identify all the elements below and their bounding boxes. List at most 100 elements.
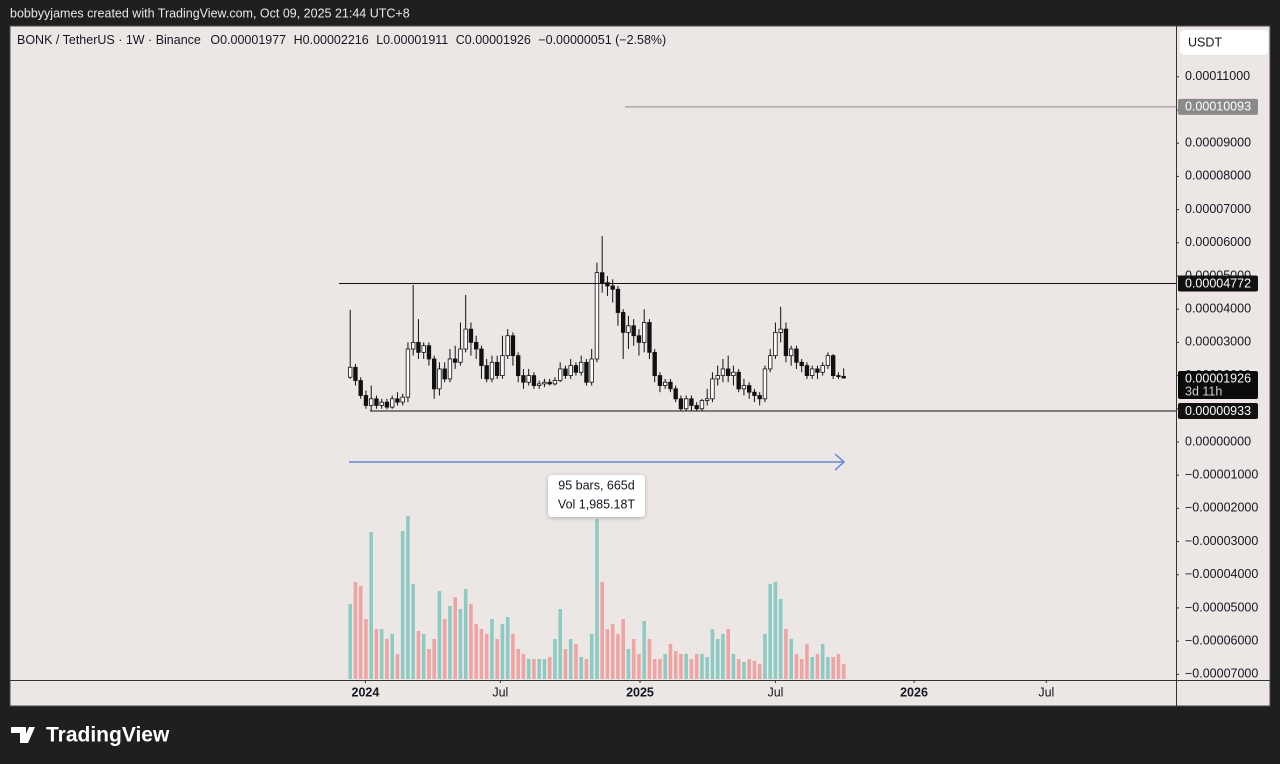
volume-bar [558,609,562,679]
volume-bar [673,651,678,679]
volume-bar [490,619,494,679]
volume-bar [616,633,620,679]
volume-bar [768,583,772,679]
candle-body [384,401,390,408]
candle-body [783,328,789,357]
volume-bar [416,631,421,679]
candle-body [353,366,358,381]
candle-body [705,398,710,401]
volume-bar [584,659,589,679]
candle-body [741,385,747,390]
candle-body [825,355,831,367]
volume-bar [652,659,657,679]
volume-bar [463,589,468,679]
candle-body [390,398,395,408]
volume-bar [805,643,809,679]
candle-body [673,388,678,400]
candle-body [521,375,526,383]
measure-tool: 95 bars, 665d Vol 1,985.18T [349,453,846,517]
candle-body [542,381,547,385]
credit: bobbyyjames created with TradingView.com… [10,6,410,20]
candle-body [778,328,783,333]
candle-body [495,361,500,376]
last-price-bg [1178,371,1258,400]
candle-body [809,368,815,376]
volume-bar [789,639,793,679]
currency-button[interactable]: USDT [1180,30,1268,55]
volume-bar [358,585,363,679]
candle-body [631,325,636,337]
volume-bar [553,639,557,679]
candle-body [426,345,432,360]
candle-body [563,368,568,376]
ohlc-value: 0.00001977 [220,33,286,47]
candle-body [447,358,453,380]
candle-body [746,385,752,393]
chart-panel [9,25,1271,707]
candle-body [615,288,621,313]
candle-body [699,400,705,410]
y-tick-label: −0.00005000 [1185,600,1258,614]
candle-body [489,361,495,380]
candle-body [468,328,474,343]
ohlc-label: H [294,33,303,47]
candle-body [552,380,558,385]
volume-bar [736,659,741,679]
currency-button-bg[interactable] [1180,30,1268,55]
volume-bar [563,649,568,679]
ohlc-label: C [456,33,465,47]
y-tick-label: 0.00003000 [1185,335,1251,349]
volume-bar [778,599,783,679]
volume-bar [810,657,814,679]
candle-body [374,398,379,406]
candle-body [636,335,642,343]
volume-bar [521,653,526,679]
candle-body [411,341,416,350]
x-tick-label: 2024 [352,685,380,699]
candle-body [589,358,594,383]
volume-bar [348,603,352,679]
volume-bar [516,649,520,679]
y-tick-label: 0.00000000 [1185,434,1251,448]
volume-bar [526,659,531,679]
candle-body [432,358,437,390]
level-label-bg [1178,98,1258,115]
y-tick-label: −0.00004000 [1185,567,1258,581]
candle-body [463,328,468,350]
symbol: BONK / TetherUS · 1W · Binance [17,33,201,47]
volume-bar [747,659,751,679]
y-tick-label: −0.00003000 [1185,534,1258,548]
volume-bar [374,629,379,679]
volume-bar [600,581,604,679]
volume-bar [589,633,594,679]
volume-bar [484,633,489,679]
measure-tooltip [548,475,645,517]
brand-name: TradingView [46,724,170,747]
candle-body [379,401,384,406]
symbol-legend: BONK / TetherUS · 1W · Binance O0.000019… [17,33,666,47]
volume-bar [784,629,788,679]
ohlc-label: L [376,33,383,47]
volume-bar [411,583,415,679]
plot-area [339,106,1176,679]
volume-bar [658,659,662,679]
volume-bar [647,639,652,679]
volume-bar [705,657,709,679]
bar-countdown: 3d 11h [1185,384,1222,398]
candle-body [500,355,505,376]
candle-body [458,348,463,363]
volume-bar [773,581,778,679]
volume-bar [668,643,673,679]
volume-bar [395,653,400,679]
candle-body [694,405,699,410]
volume-bar [715,639,720,679]
currency[interactable]: USDT [1188,35,1222,49]
y-tick-label: 0.00009000 [1185,135,1251,149]
volume-bar [836,653,841,679]
candle-body [437,368,442,390]
measure-volume: Vol 1,985.18T [558,497,636,511]
volume-bar [369,531,373,679]
volume-bar [427,649,431,679]
